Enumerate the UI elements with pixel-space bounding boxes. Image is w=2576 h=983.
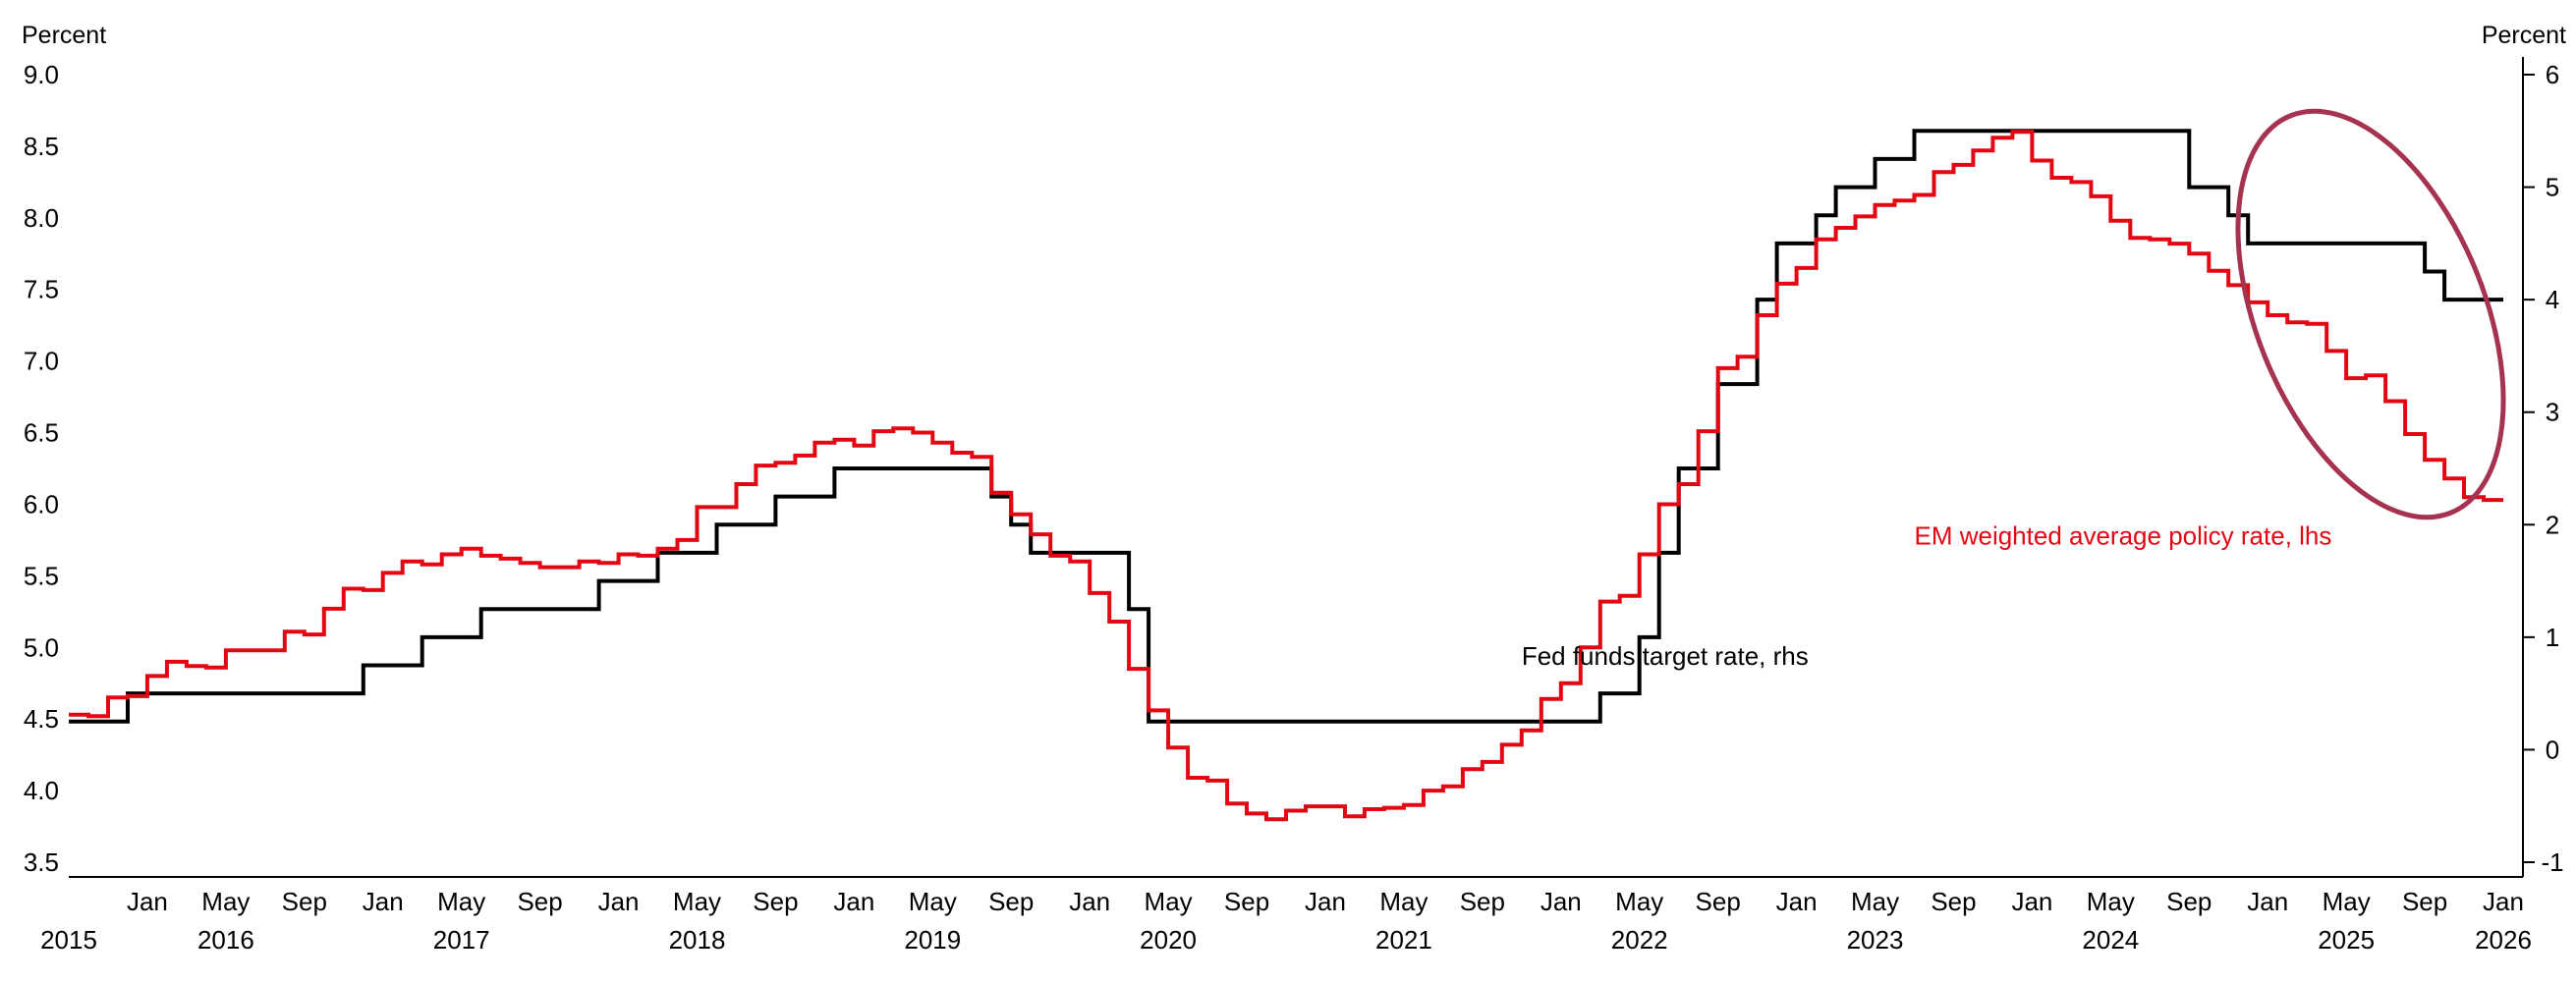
x-year-label: 2025 [2318,925,2375,955]
em-policy-rate-line [69,130,2503,822]
right-tick-label: 3 [2546,398,2559,427]
x-month-tick-label: Jan [2011,887,2052,916]
x-month-tick-label: May [2087,887,2135,916]
right-tick-label: 6 [2546,60,2559,89]
left-tick-label: 4.5 [24,704,59,734]
right-tick-label: 0 [2546,735,2559,764]
x-month-tick-label: Sep [1931,887,1976,916]
left-tick-label: 5.5 [24,561,59,590]
x-month-tick-label: Sep [2402,887,2447,916]
x-month-tick-label: Jan [2483,887,2524,916]
plot-lines [69,129,2503,822]
x-year-label: 2018 [669,925,726,955]
left-tick-label: 8.5 [24,132,59,161]
x-year-label: 2020 [1140,925,1197,955]
x-month-tick-label: Sep [988,887,1034,916]
x-month-tick-label: Jan [127,887,168,916]
x-month-tick-label: Jan [1069,887,1110,916]
left-axis-title: Percent [22,22,106,49]
x-month-tick-label: Jan [1305,887,1346,916]
right-tick-label: 1 [2546,623,2559,652]
x-month-tick-label: May [1379,887,1428,916]
x-month-tick-label: Sep [517,887,562,916]
x-month-tick-label: Sep [1696,887,1741,916]
right-tick-label: -1 [2541,847,2563,877]
x-month-tick-label: May [437,887,485,916]
x-month-tick-label: May [201,887,250,916]
x-year-label: 2023 [1847,925,1904,955]
x-month-tick-label: May [1615,887,1663,916]
x-month-tick-label: May [1145,887,1193,916]
left-axis-ticks: 9.0 8.5 8.0 7.5 7.0 6.5 6.0 5.5 5.0 4.5 4.0 3.5 [24,60,59,877]
x-month-tick-label: Sep [1460,887,1505,916]
x-month-tick-label: Sep [282,887,327,916]
axes [69,57,2524,878]
x-month-tick-label: Sep [2166,887,2212,916]
x-month-tick-label: Sep [753,887,798,916]
right-tick-label: 4 [2546,285,2559,314]
x-year-label: 2015 [40,925,97,955]
left-tick-label: 6.0 [24,489,59,519]
x-year-label: 2026 [2475,925,2532,955]
x-month-tick-label: Sep [1224,887,1269,916]
x-month-tick-label: Jan [833,887,874,916]
left-tick-label: 7.5 [24,275,59,304]
right-axis-ticks: 6 5 4 3 2 1 0 -1 [2523,60,2564,877]
x-year-label: 2017 [433,925,490,955]
x-month-tick-label: Jan [1540,887,1582,916]
fed-series-label: Fed funds target rate, rhs [1522,641,1809,671]
left-tick-label: 7.0 [24,347,59,376]
x-year-label: 2019 [904,925,961,955]
right-tick-label: 2 [2546,510,2559,539]
right-tick-label: 5 [2546,173,2559,202]
x-year-label: 2016 [197,925,254,955]
x-month-tick-label: May [909,887,957,916]
highlight-ellipse [2235,108,2506,520]
x-axis-ticks: Jan May Sep Jan May Sep Jan May Sep Jan May Sep Jan M… [40,887,2532,955]
em-series-label: EM weighted average policy rate, lhs [1914,520,2331,550]
left-tick-label: 6.5 [24,418,59,448]
x-month-tick-label: Jan [598,887,640,916]
x-month-tick-label: May [673,887,721,916]
right-axis-title: Percent [2482,22,2566,49]
x-year-label: 2024 [2082,925,2139,955]
x-month-tick-label: May [1851,887,1899,916]
x-month-tick-label: Jan [363,887,404,916]
x-month-tick-label: Jan [1776,887,1818,916]
left-tick-label: 9.0 [24,60,59,89]
left-tick-label: 3.5 [24,847,59,877]
x-month-tick-label: Jan [2247,887,2288,916]
left-tick-label: 8.0 [24,203,59,233]
left-tick-label: 4.0 [24,776,59,805]
fed-funds-line [69,129,2503,724]
x-year-label: 2022 [1611,925,1668,955]
x-year-label: 2021 [1375,925,1432,955]
left-tick-label: 5.0 [24,632,59,662]
x-month-tick-label: May [2323,887,2371,916]
